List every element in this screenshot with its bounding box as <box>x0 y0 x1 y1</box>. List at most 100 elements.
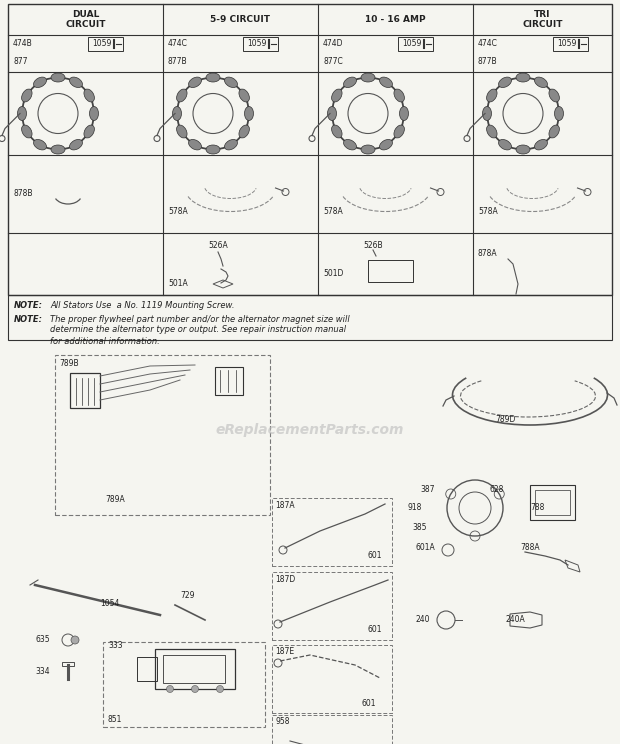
Text: TRI
CIRCUIT: TRI CIRCUIT <box>522 10 563 29</box>
Bar <box>137 657 157 681</box>
Text: 578A: 578A <box>323 208 343 217</box>
Ellipse shape <box>51 145 65 154</box>
Ellipse shape <box>482 106 492 121</box>
Ellipse shape <box>206 73 220 82</box>
Text: 187A: 187A <box>275 501 294 510</box>
Bar <box>243 36 278 51</box>
Bar <box>62 662 74 666</box>
Text: 334: 334 <box>35 667 50 676</box>
Text: 333: 333 <box>108 641 123 650</box>
Ellipse shape <box>244 106 254 121</box>
Ellipse shape <box>549 89 559 102</box>
Text: 601A: 601A <box>415 544 435 553</box>
Text: 877B: 877B <box>478 57 498 66</box>
Text: 958: 958 <box>275 717 290 726</box>
Bar <box>272 645 392 713</box>
Text: 240: 240 <box>415 615 430 624</box>
Text: 474D: 474D <box>323 39 343 48</box>
Bar <box>88 36 123 51</box>
Ellipse shape <box>534 77 547 88</box>
Bar <box>215 367 243 395</box>
Ellipse shape <box>487 125 497 138</box>
Ellipse shape <box>498 139 511 150</box>
Text: 1059: 1059 <box>247 39 267 48</box>
Circle shape <box>71 636 79 644</box>
Bar <box>272 498 392 566</box>
Text: 851: 851 <box>108 714 122 723</box>
Text: determine the alternator type or output. See repair instruction manual: determine the alternator type or output.… <box>50 326 346 335</box>
Bar <box>8 295 612 340</box>
Ellipse shape <box>177 125 187 138</box>
Text: 240A: 240A <box>505 615 525 624</box>
Ellipse shape <box>343 77 356 88</box>
Text: 187D: 187D <box>275 574 295 583</box>
Ellipse shape <box>177 89 187 102</box>
Text: eReplacementParts.com: eReplacementParts.com <box>216 423 404 437</box>
Text: 788: 788 <box>530 504 544 513</box>
Text: NOTE:: NOTE: <box>14 301 43 310</box>
Bar <box>103 642 265 727</box>
Text: 918: 918 <box>408 504 422 513</box>
Text: 526B: 526B <box>363 242 383 251</box>
Ellipse shape <box>84 125 94 138</box>
Text: 789D: 789D <box>495 415 515 425</box>
Text: 501A: 501A <box>168 280 188 289</box>
Text: 878A: 878A <box>478 249 498 258</box>
Bar <box>70 373 100 408</box>
Ellipse shape <box>394 89 404 102</box>
Text: The proper flywheel part number and/or the alternator magnet size will: The proper flywheel part number and/or t… <box>50 315 350 324</box>
Text: 578A: 578A <box>168 208 188 217</box>
Text: 788A: 788A <box>520 544 539 553</box>
Circle shape <box>167 685 174 693</box>
Text: 789A: 789A <box>105 496 125 504</box>
Text: 729: 729 <box>180 591 195 600</box>
Bar <box>272 715 392 744</box>
Text: 635: 635 <box>35 635 50 644</box>
Ellipse shape <box>361 73 375 82</box>
Text: 5-9 CIRCUIT: 5-9 CIRCUIT <box>211 15 270 24</box>
Ellipse shape <box>549 125 559 138</box>
Bar <box>55 355 270 515</box>
Text: 385: 385 <box>412 524 427 533</box>
Ellipse shape <box>84 89 94 102</box>
Bar <box>155 649 235 689</box>
Ellipse shape <box>206 145 220 154</box>
Text: 877C: 877C <box>323 57 343 66</box>
Ellipse shape <box>399 106 409 121</box>
Text: 187E: 187E <box>275 647 294 656</box>
Text: 601: 601 <box>368 626 383 635</box>
Text: 601: 601 <box>362 699 376 708</box>
Ellipse shape <box>33 139 46 150</box>
Bar <box>368 260 413 282</box>
Ellipse shape <box>224 139 237 150</box>
Ellipse shape <box>343 139 356 150</box>
Text: 501D: 501D <box>323 269 343 278</box>
Ellipse shape <box>498 77 511 88</box>
Ellipse shape <box>188 77 202 88</box>
Ellipse shape <box>172 106 182 121</box>
Text: 474C: 474C <box>168 39 188 48</box>
Ellipse shape <box>69 139 82 150</box>
Ellipse shape <box>394 125 404 138</box>
Text: All Stators Use  a No. 1119 Mounting Screw.: All Stators Use a No. 1119 Mounting Scre… <box>50 301 234 310</box>
Bar <box>163 655 225 683</box>
Ellipse shape <box>69 77 82 88</box>
Ellipse shape <box>224 77 237 88</box>
Ellipse shape <box>487 89 497 102</box>
Text: 1054: 1054 <box>100 598 120 608</box>
Ellipse shape <box>51 73 65 82</box>
Text: 10 - 16 AMP: 10 - 16 AMP <box>365 15 426 24</box>
Text: 789B: 789B <box>59 359 79 368</box>
Ellipse shape <box>332 125 342 138</box>
Ellipse shape <box>17 106 27 121</box>
Ellipse shape <box>361 145 375 154</box>
Ellipse shape <box>379 77 392 88</box>
Ellipse shape <box>33 77 46 88</box>
Ellipse shape <box>327 106 337 121</box>
Ellipse shape <box>379 139 392 150</box>
Text: DUAL
CIRCUIT: DUAL CIRCUIT <box>65 10 106 29</box>
Bar <box>272 572 392 640</box>
Ellipse shape <box>516 73 530 82</box>
Text: NOTE:: NOTE: <box>14 315 43 324</box>
Ellipse shape <box>188 139 202 150</box>
